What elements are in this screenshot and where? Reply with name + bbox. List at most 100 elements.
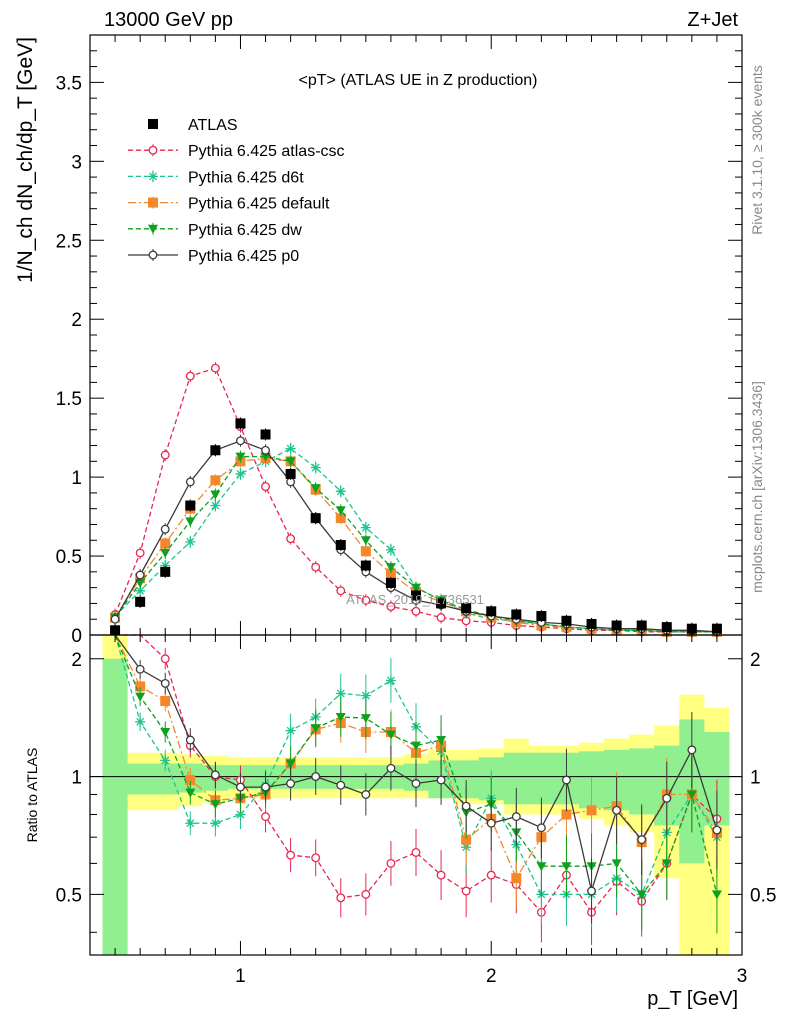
ratio-point xyxy=(386,858,396,868)
ratio-pythia-6-425-p0 xyxy=(114,634,722,924)
data-point xyxy=(286,534,296,544)
data-point xyxy=(261,445,270,455)
ratio-point xyxy=(135,681,146,692)
ratio-y-tick-label-right: 0.5 xyxy=(750,885,776,906)
ratio-series-group xyxy=(114,634,722,945)
data-point xyxy=(411,590,421,601)
data-point xyxy=(310,513,321,524)
legend: ATLAS Pythia 6.425 atlas-csc Pythia 6.425 … xyxy=(128,117,345,265)
ratio-point xyxy=(511,873,522,884)
legend-marker xyxy=(148,145,158,155)
ratio-point xyxy=(486,818,496,828)
ratio-point xyxy=(160,727,171,737)
ratio-point xyxy=(411,847,421,857)
data-point xyxy=(386,602,396,612)
ratio-point xyxy=(661,859,672,869)
y-tick-label: 3.5 xyxy=(56,73,82,94)
ratio-point xyxy=(561,809,572,820)
data-point xyxy=(335,540,346,550)
data-point xyxy=(160,450,170,460)
ratio-point xyxy=(361,790,371,799)
x-tick-label: 1 xyxy=(235,966,246,987)
ratio-point xyxy=(461,834,472,845)
ratio-point xyxy=(461,886,471,896)
ratio-point xyxy=(385,730,396,740)
data-point xyxy=(236,436,245,446)
ratio-point xyxy=(436,870,446,880)
legend-label: Pythia 6.425 dw xyxy=(188,222,302,239)
ratio-y-tick-label: 0.5 xyxy=(56,885,82,906)
y-tick-label: 2 xyxy=(71,310,82,331)
data-point xyxy=(335,513,346,524)
watermark: ATLAS_2019_I1736531 xyxy=(346,592,484,607)
ratio-point xyxy=(536,823,546,833)
ratio-point xyxy=(360,714,371,724)
data-point xyxy=(436,598,447,609)
data-point xyxy=(586,618,597,629)
rivet-version-label: Rivet 3.1.10, ≥ 300k events xyxy=(749,65,765,235)
data-point xyxy=(135,570,145,580)
ratio-point xyxy=(135,716,146,727)
ratio-point xyxy=(411,779,421,788)
data-point xyxy=(636,620,647,631)
ratio-point xyxy=(361,889,371,899)
data-point xyxy=(210,445,221,456)
ratio-y-axis-label: Ratio to ATLAS xyxy=(24,748,40,843)
x-tick-label: 2 xyxy=(486,966,497,987)
legend-entry-pythia-6-425-dw: Pythia 6.425 dw xyxy=(128,222,302,239)
ratio-point xyxy=(686,790,697,800)
ratio-point xyxy=(712,825,722,835)
data-point xyxy=(235,418,246,429)
data-point xyxy=(310,484,321,494)
ratio-point xyxy=(587,886,596,896)
data-point xyxy=(335,506,346,516)
ratio-point xyxy=(436,775,446,785)
data-point xyxy=(185,371,195,381)
data-point xyxy=(160,566,171,577)
data-point xyxy=(360,522,371,533)
data-point xyxy=(411,606,421,616)
data-point xyxy=(336,586,346,596)
x-axis-label: p_T [GeV] xyxy=(647,988,738,1010)
ratio-point xyxy=(687,745,697,755)
ratio-point xyxy=(612,805,622,815)
data-point xyxy=(360,546,371,557)
data-point xyxy=(511,609,522,620)
ratio-point xyxy=(160,678,170,688)
ratio-point xyxy=(160,695,171,706)
y-tick-label: 3 xyxy=(71,152,82,173)
legend-label: ATLAS xyxy=(188,117,238,134)
data-point xyxy=(285,443,296,454)
data-point xyxy=(185,536,196,547)
data-point xyxy=(335,486,346,497)
data-point xyxy=(160,560,171,571)
data-point xyxy=(360,560,371,571)
ratio-point xyxy=(310,724,321,734)
data-point xyxy=(385,568,396,579)
legend-entry-pythia-6-425-d6t: Pythia 6.425 d6t xyxy=(128,169,304,186)
ratio-point xyxy=(210,818,221,829)
data-point xyxy=(110,614,120,624)
band-green xyxy=(102,658,730,955)
ratio-point xyxy=(135,692,146,702)
data-point xyxy=(135,578,146,588)
data-point xyxy=(486,606,497,617)
ratio-point xyxy=(185,774,196,785)
data-point xyxy=(385,563,396,573)
data-point xyxy=(235,452,246,462)
ratio-point xyxy=(286,779,296,788)
ratio-point xyxy=(261,782,270,792)
data-point xyxy=(261,482,270,492)
x-tick-label: 3 xyxy=(737,966,748,987)
ratio-point xyxy=(135,664,145,674)
data-point xyxy=(661,622,672,633)
data-point xyxy=(611,620,622,631)
data-point xyxy=(135,585,146,596)
data-point xyxy=(360,536,371,546)
legend-label: Pythia 6.425 default xyxy=(188,196,330,213)
data-point xyxy=(210,475,221,486)
legend-entry-pythia-6-425-p0: Pythia 6.425 p0 xyxy=(128,248,299,265)
ratio-point xyxy=(311,772,321,782)
ratio-point xyxy=(235,809,246,820)
ratio-point xyxy=(336,893,346,903)
